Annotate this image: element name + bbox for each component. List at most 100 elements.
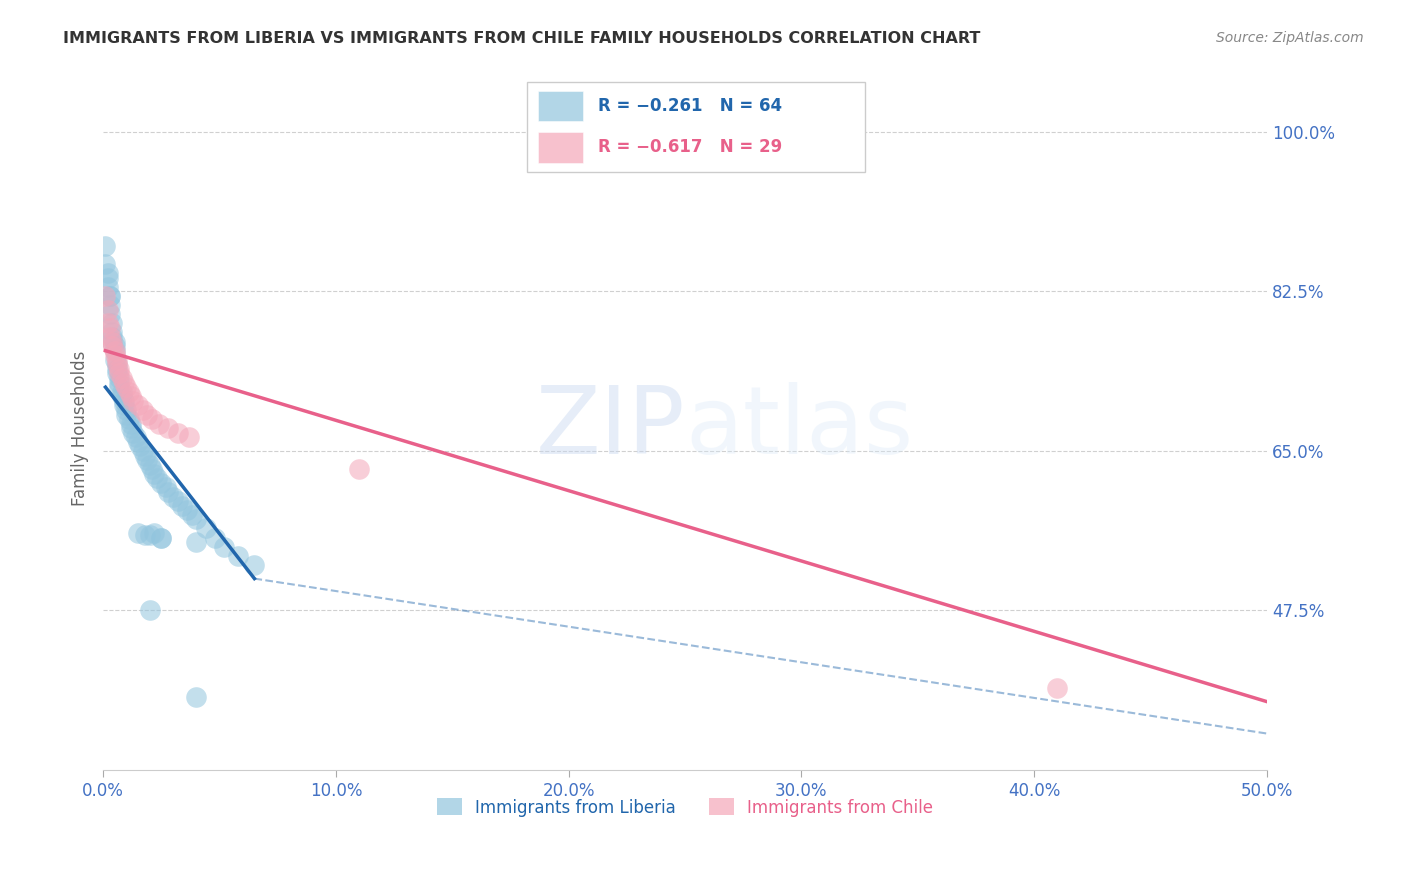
Point xyxy=(115,380,138,394)
Point xyxy=(104,339,127,353)
Point xyxy=(101,334,124,349)
Point xyxy=(108,371,131,385)
Point xyxy=(1046,681,1069,695)
Point xyxy=(97,270,120,285)
Point xyxy=(97,317,120,331)
Point xyxy=(111,371,134,385)
Point xyxy=(166,425,188,440)
Point xyxy=(108,367,131,381)
FancyBboxPatch shape xyxy=(538,91,583,121)
Point xyxy=(131,403,153,417)
Point xyxy=(129,439,152,453)
Point xyxy=(98,298,121,312)
Point xyxy=(141,412,163,426)
Point xyxy=(148,417,170,431)
Point xyxy=(162,490,184,504)
Point xyxy=(134,528,156,542)
Point xyxy=(120,421,142,435)
Point xyxy=(94,289,117,303)
Point xyxy=(98,289,121,303)
Point xyxy=(143,467,166,481)
Point xyxy=(150,475,173,490)
Point xyxy=(97,266,120,280)
Text: atlas: atlas xyxy=(685,382,914,475)
Point xyxy=(112,376,135,390)
Point xyxy=(97,302,120,317)
Point xyxy=(143,526,166,541)
Y-axis label: Family Households: Family Households xyxy=(72,351,89,506)
Point xyxy=(105,357,128,371)
Point xyxy=(145,471,167,485)
Text: ZIP: ZIP xyxy=(536,382,685,475)
Point xyxy=(118,384,141,399)
Point xyxy=(101,326,124,340)
Point xyxy=(122,425,145,440)
Point xyxy=(127,434,149,449)
Point xyxy=(125,430,148,444)
Point xyxy=(186,690,208,704)
FancyBboxPatch shape xyxy=(527,82,865,172)
Point xyxy=(98,321,121,335)
Point xyxy=(180,508,202,522)
Point xyxy=(115,408,138,422)
Point xyxy=(94,257,117,271)
Point xyxy=(179,430,201,444)
Point xyxy=(105,352,128,367)
Point xyxy=(347,462,370,476)
Point xyxy=(186,512,208,526)
Point xyxy=(136,408,159,422)
Point xyxy=(108,362,131,376)
Point xyxy=(120,389,142,403)
Point xyxy=(104,334,127,349)
Point xyxy=(115,403,138,417)
Point xyxy=(104,343,127,358)
Point xyxy=(104,348,127,362)
Point xyxy=(150,531,173,545)
Point xyxy=(120,417,142,431)
Point xyxy=(226,549,249,563)
Point xyxy=(243,558,266,572)
Point xyxy=(150,531,173,545)
Text: Source: ZipAtlas.com: Source: ZipAtlas.com xyxy=(1216,31,1364,45)
Point xyxy=(155,480,177,494)
Point xyxy=(141,462,163,476)
Point xyxy=(134,449,156,463)
Point xyxy=(176,503,198,517)
Point xyxy=(138,603,160,617)
Point xyxy=(101,330,124,344)
Text: R = −0.261   N = 64: R = −0.261 N = 64 xyxy=(598,97,782,115)
Point xyxy=(212,540,235,554)
Point xyxy=(122,393,145,408)
Point xyxy=(186,535,208,549)
Point xyxy=(166,494,188,508)
Point xyxy=(105,357,128,371)
Point xyxy=(112,393,135,408)
Point xyxy=(108,380,131,394)
Point xyxy=(94,239,117,253)
FancyBboxPatch shape xyxy=(538,132,583,162)
Point xyxy=(157,485,180,500)
Point xyxy=(131,444,153,458)
Point xyxy=(98,330,121,344)
Point xyxy=(101,334,124,349)
Text: R = −0.617   N = 29: R = −0.617 N = 29 xyxy=(598,138,782,156)
Point xyxy=(101,339,124,353)
Point xyxy=(104,343,127,358)
Point xyxy=(111,389,134,403)
Point xyxy=(111,384,134,399)
Text: IMMIGRANTS FROM LIBERIA VS IMMIGRANTS FROM CHILE FAMILY HOUSEHOLDS CORRELATION C: IMMIGRANTS FROM LIBERIA VS IMMIGRANTS FR… xyxy=(63,31,980,46)
Point xyxy=(112,398,135,412)
Point xyxy=(194,521,217,535)
Point xyxy=(138,528,160,542)
Point xyxy=(127,398,149,412)
Point xyxy=(204,531,226,545)
Point xyxy=(105,367,128,381)
Point xyxy=(98,289,121,303)
Point xyxy=(98,307,121,321)
Legend: Immigrants from Liberia, Immigrants from Chile: Immigrants from Liberia, Immigrants from… xyxy=(430,792,941,823)
Point xyxy=(172,499,194,513)
Point xyxy=(108,376,131,390)
Point xyxy=(127,526,149,541)
Point xyxy=(118,412,141,426)
Point xyxy=(136,453,159,467)
